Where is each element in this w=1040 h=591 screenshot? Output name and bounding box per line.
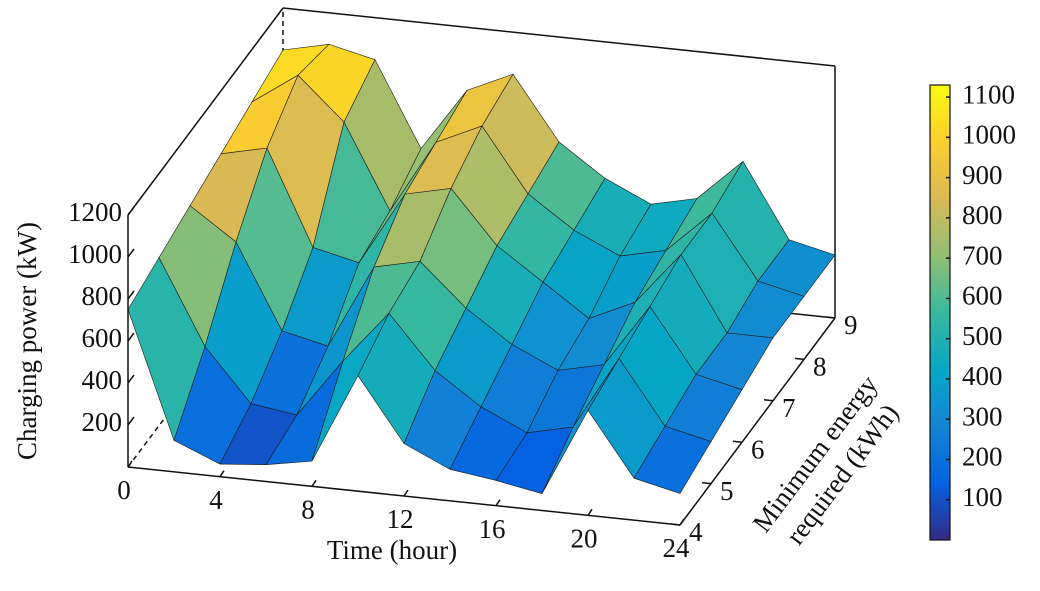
- x-tick-label: 12: [387, 504, 414, 534]
- colorbar-tick-label: 800: [962, 200, 1003, 230]
- x-tick: [403, 489, 409, 497]
- x-tick-label: 24: [663, 533, 691, 563]
- z-tick: [127, 290, 135, 300]
- z-tick-label: 800: [82, 281, 123, 311]
- colorbar-tick-label: 500: [962, 321, 1003, 351]
- colorbar-tick-label: 400: [962, 361, 1003, 391]
- y-axis-label: Minimum energy required (kWh): [747, 369, 905, 550]
- surface: [127, 43, 836, 495]
- z-tick-label: 1000: [68, 239, 122, 269]
- y-tick-label: 9: [844, 310, 858, 340]
- x-tick-label: 4: [209, 485, 223, 515]
- y-tick: [670, 523, 681, 526]
- z-axis-label: Charging power (kW): [12, 222, 42, 460]
- x-tick: [495, 499, 501, 507]
- x-tick-label: 0: [117, 475, 131, 505]
- colorbar-tick-label: 200: [962, 442, 1003, 472]
- y-tick: [794, 357, 805, 361]
- x-tick: [587, 508, 593, 516]
- z-tick: [127, 416, 135, 426]
- y-tick-label: 7: [782, 393, 796, 423]
- surface-patch: [633, 425, 712, 494]
- colorbar-tick-label: 1100: [962, 79, 1015, 109]
- y-tick-label: 5: [720, 476, 734, 506]
- z-tick: [127, 374, 135, 384]
- z-tick-label: 1200: [68, 197, 122, 227]
- z-tick-label: 200: [82, 407, 123, 437]
- colorbar-tick-label: 600: [962, 281, 1003, 311]
- colorbar-tick-label: 900: [962, 160, 1003, 190]
- box-edge: [679, 317, 836, 526]
- z-tick: [127, 206, 135, 216]
- x-tick-label: 16: [479, 514, 506, 544]
- colorbar-gradient: [929, 84, 951, 541]
- y-tick: [825, 316, 836, 319]
- y-tick: [732, 440, 743, 443]
- y-tick: [701, 481, 712, 485]
- x-tick-label: 20: [571, 524, 598, 554]
- y-tick: [763, 399, 774, 402]
- x-tick: [679, 518, 685, 526]
- box-edge: [282, 7, 836, 67]
- z-tick-label: 400: [82, 365, 123, 395]
- colorbar-tick-label: 1000: [962, 120, 1016, 150]
- colorbar-tick-label: 700: [962, 240, 1003, 270]
- z-tick: [127, 248, 135, 258]
- z-tick-label: 600: [82, 323, 123, 353]
- x-tick-label: 8: [301, 495, 315, 525]
- z-tick: [127, 332, 135, 342]
- y-tick-label: 6: [751, 434, 765, 464]
- x-tick: [311, 479, 317, 487]
- x-tick: [219, 470, 225, 478]
- x-axis-label: Time (hour): [327, 535, 457, 565]
- y-tick-label: 8: [813, 352, 827, 382]
- colorbar-tick-label: 300: [962, 401, 1003, 431]
- colorbar-tick-label: 100: [962, 482, 1003, 512]
- box-edge: [127, 7, 284, 216]
- x-tick: [127, 460, 133, 468]
- y-tick-label: 4: [689, 517, 703, 547]
- colorbar: 100 200 300 400 500 600 700 800 900 1000 1100: [929, 79, 1016, 541]
